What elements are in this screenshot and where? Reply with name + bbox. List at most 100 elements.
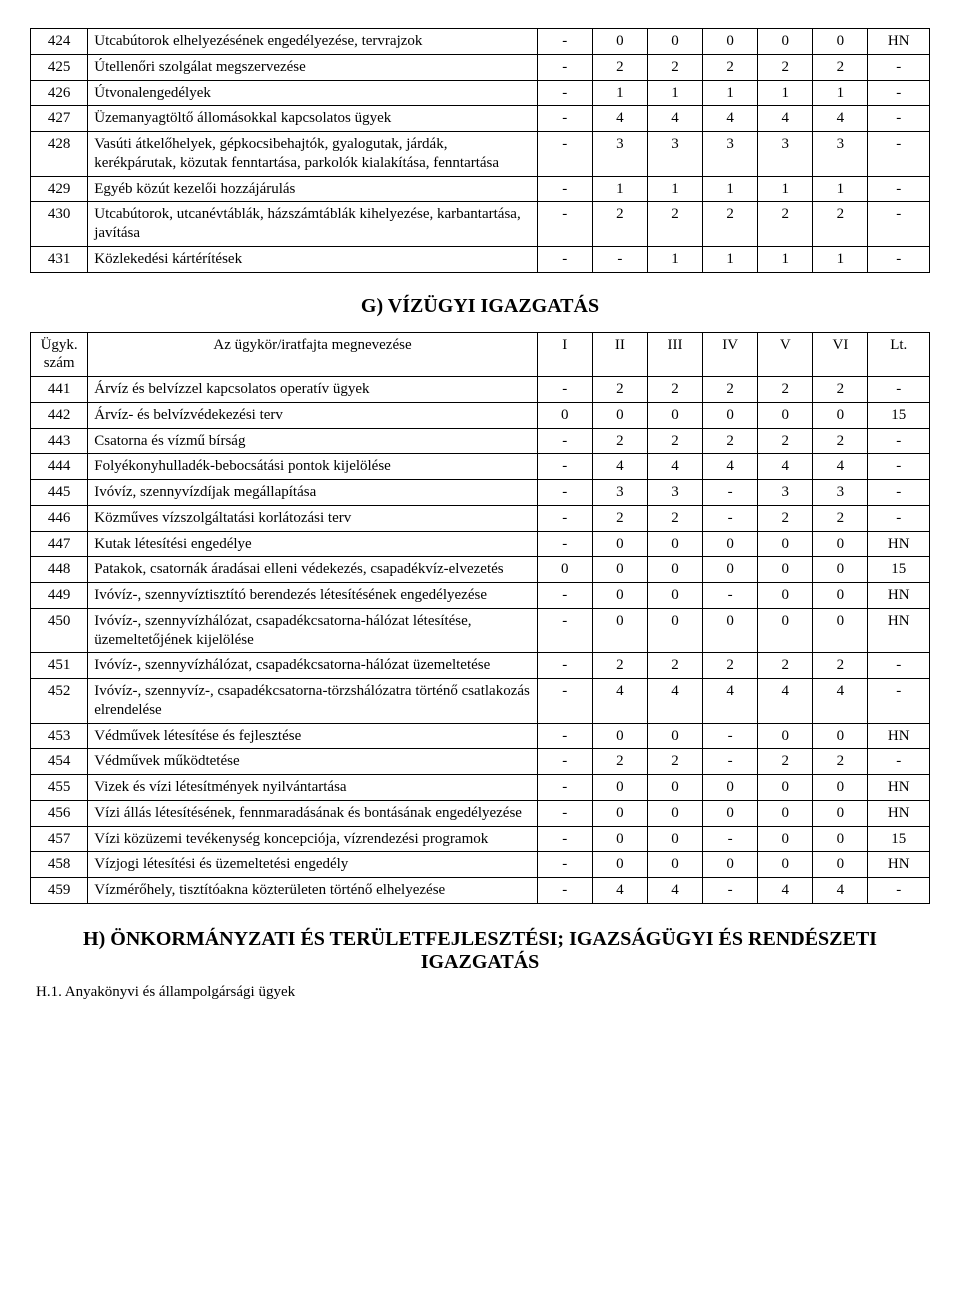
header-col: II xyxy=(592,332,647,377)
row-value: 0 xyxy=(537,402,592,428)
row-value: 2 xyxy=(758,54,813,80)
table-row: 450Ivóvíz-, szennyvízhálózat, csapadékcs… xyxy=(31,608,930,653)
row-value: 1 xyxy=(758,176,813,202)
header-col: VI xyxy=(813,332,868,377)
row-value: 2 xyxy=(647,377,702,403)
table-row: 424Utcabútorok elhelyezésének engedélyez… xyxy=(31,29,930,55)
row-value: 3 xyxy=(758,480,813,506)
row-description: Közlekedési kártérítések xyxy=(88,246,538,272)
row-value: 2 xyxy=(592,202,647,247)
row-value: 0 xyxy=(758,723,813,749)
row-value: 4 xyxy=(592,454,647,480)
row-value: - xyxy=(868,80,930,106)
row-value: 1 xyxy=(647,176,702,202)
row-value: - xyxy=(537,723,592,749)
row-value: 1 xyxy=(758,246,813,272)
row-value: 3 xyxy=(647,132,702,177)
table-row: 446Közműves vízszolgáltatási korlátozási… xyxy=(31,505,930,531)
row-value: 0 xyxy=(647,531,702,557)
row-description: Patakok, csatornák áradásai elleni védek… xyxy=(88,557,538,583)
row-value: - xyxy=(537,29,592,55)
row-value: 2 xyxy=(703,377,758,403)
row-value: - xyxy=(537,202,592,247)
header-col: IV xyxy=(703,332,758,377)
row-value: 0 xyxy=(813,723,868,749)
row-value: 1 xyxy=(813,246,868,272)
row-value: 0 xyxy=(592,531,647,557)
row-description: Ivóvíz-, szennyvízhálózat, csapadékcsato… xyxy=(88,653,538,679)
row-value: 3 xyxy=(592,480,647,506)
row-value: 0 xyxy=(813,852,868,878)
row-value: 0 xyxy=(647,775,702,801)
row-description: Üzemanyagtöltő állomásokkal kapcsolatos … xyxy=(88,106,538,132)
row-value: 0 xyxy=(592,608,647,653)
row-value: 0 xyxy=(647,29,702,55)
row-value: 2 xyxy=(813,505,868,531)
row-number: 447 xyxy=(31,531,88,557)
row-value: - xyxy=(537,80,592,106)
row-value: - xyxy=(868,679,930,724)
row-value: 2 xyxy=(813,377,868,403)
row-value: 0 xyxy=(592,557,647,583)
row-description: Ivóvíz, szennyvízdíjak megállapítása xyxy=(88,480,538,506)
row-description: Útellenőri szolgálat megszervezése xyxy=(88,54,538,80)
row-value: 0 xyxy=(813,800,868,826)
row-value: 4 xyxy=(647,106,702,132)
row-value: 0 xyxy=(758,800,813,826)
row-value: 2 xyxy=(592,505,647,531)
row-value: HN xyxy=(868,608,930,653)
row-value: 15 xyxy=(868,826,930,852)
row-value: 2 xyxy=(758,428,813,454)
row-number: 430 xyxy=(31,202,88,247)
row-value: 0 xyxy=(592,723,647,749)
table-row: 454Védművek működtetése-22-22- xyxy=(31,749,930,775)
row-value: - xyxy=(537,54,592,80)
row-value: - xyxy=(537,583,592,609)
row-value: 0 xyxy=(647,557,702,583)
row-value: 0 xyxy=(758,852,813,878)
row-value: 2 xyxy=(758,377,813,403)
row-description: Vízi közüzemi tevékenység koncepciója, v… xyxy=(88,826,538,852)
row-value: - xyxy=(703,583,758,609)
table-row: 443Csatorna és vízmű bírság-22222- xyxy=(31,428,930,454)
row-value: HN xyxy=(868,723,930,749)
row-value: 4 xyxy=(813,454,868,480)
row-value: 0 xyxy=(703,29,758,55)
row-value: 0 xyxy=(647,583,702,609)
row-value: 0 xyxy=(647,852,702,878)
row-value: - xyxy=(868,454,930,480)
row-number: 431 xyxy=(31,246,88,272)
row-value: - xyxy=(868,653,930,679)
row-value: 0 xyxy=(703,852,758,878)
row-value: 4 xyxy=(647,679,702,724)
row-value: 4 xyxy=(592,679,647,724)
table-row: 428Vasúti átkelőhelyek, gépkocsibehajtók… xyxy=(31,132,930,177)
table-row: 451Ivóvíz-, szennyvízhálózat, csapadékcs… xyxy=(31,653,930,679)
row-value: - xyxy=(537,505,592,531)
row-value: 0 xyxy=(758,29,813,55)
row-description: Egyéb közút kezelői hozzájárulás xyxy=(88,176,538,202)
table-row: 430Utcabútorok, utcanévtáblák, házszámtá… xyxy=(31,202,930,247)
row-value: 0 xyxy=(592,852,647,878)
row-value: 0 xyxy=(758,531,813,557)
row-value: 2 xyxy=(758,653,813,679)
row-value: - xyxy=(868,106,930,132)
row-value: 0 xyxy=(592,402,647,428)
row-value: 0 xyxy=(813,608,868,653)
table-row: 442Árvíz- és belvízvédekezési terv000000… xyxy=(31,402,930,428)
row-value: - xyxy=(592,246,647,272)
table-row: 456Vízi állás létesítésének, fennmaradás… xyxy=(31,800,930,826)
row-value: 15 xyxy=(868,402,930,428)
table-row: 453Védművek létesítése és fejlesztése-00… xyxy=(31,723,930,749)
row-value: 0 xyxy=(813,826,868,852)
row-number: 453 xyxy=(31,723,88,749)
table-row: 447Kutak létesítési engedélye-00000HN xyxy=(31,531,930,557)
row-number: 427 xyxy=(31,106,88,132)
row-number: 456 xyxy=(31,800,88,826)
row-value: 0 xyxy=(537,557,592,583)
row-value: 4 xyxy=(758,878,813,904)
table-row: 431Közlekedési kártérítések--1111- xyxy=(31,246,930,272)
row-value: - xyxy=(703,480,758,506)
row-value: - xyxy=(537,653,592,679)
table-row: 459Vízmérőhely, tisztítóakna közterülete… xyxy=(31,878,930,904)
